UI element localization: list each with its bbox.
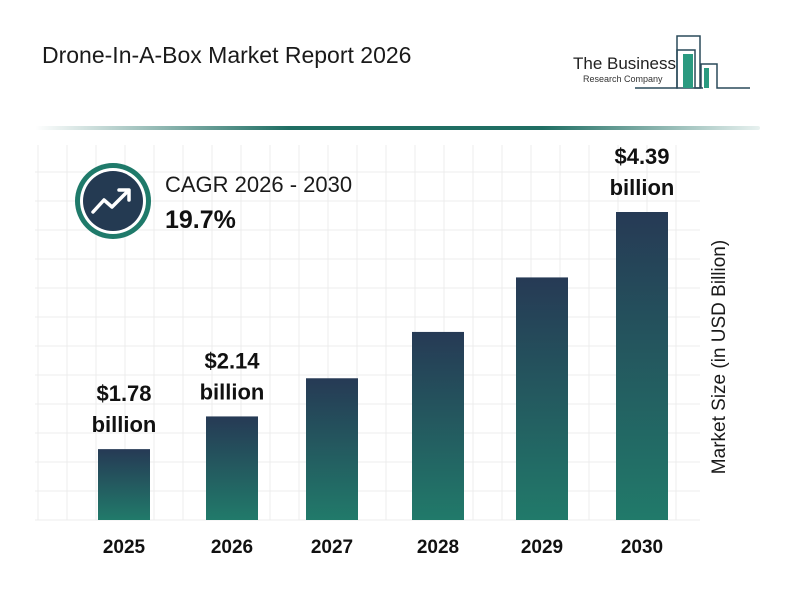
data-label-amount: $4.39 [614, 144, 669, 169]
x-tick-labels: 2025 2026 2027 2028 2029 2030 [103, 537, 663, 558]
trending-up-icon [83, 171, 143, 231]
logo-line1: The Business [573, 54, 676, 73]
x-tick-label: 2026 [211, 537, 253, 558]
x-tick-label: 2027 [311, 537, 353, 558]
data-label-unit: billion [610, 175, 675, 200]
cagr-badge [75, 163, 151, 239]
logo-buildings-icon [635, 35, 750, 89]
data-label-amount: $2.14 [204, 348, 260, 373]
bar-2028 [412, 331, 464, 520]
logo-line2: Research Company [583, 74, 663, 84]
data-label-unit: billion [200, 379, 265, 404]
bar-2026 [206, 416, 258, 520]
x-tick-label: 2030 [621, 537, 663, 558]
cagr-label: CAGR 2026 - 2030 [165, 172, 353, 197]
company-logo: The Business Research Company [565, 30, 755, 95]
data-label-amount: $1.78 [96, 381, 151, 406]
bar-2025 [98, 449, 150, 520]
page-title: Drone-In-A-Box Market Report 2026 [42, 42, 412, 68]
x-tick-label: 2025 [103, 537, 146, 558]
data-label-unit: billion [92, 412, 157, 437]
bar-2027 [306, 378, 358, 520]
x-tick-label: 2029 [521, 537, 563, 558]
header-divider [35, 126, 760, 130]
y-axis-label: Market Size (in USD Billion) [709, 239, 730, 475]
bars [98, 212, 668, 520]
bar-2029 [516, 277, 568, 520]
data-labels: $1.78 billion $2.14 billion $4.39 billion [92, 144, 675, 437]
cagr-value: 19.7% [165, 206, 236, 234]
x-tick-label: 2028 [417, 537, 459, 558]
bar-2030 [616, 212, 668, 520]
